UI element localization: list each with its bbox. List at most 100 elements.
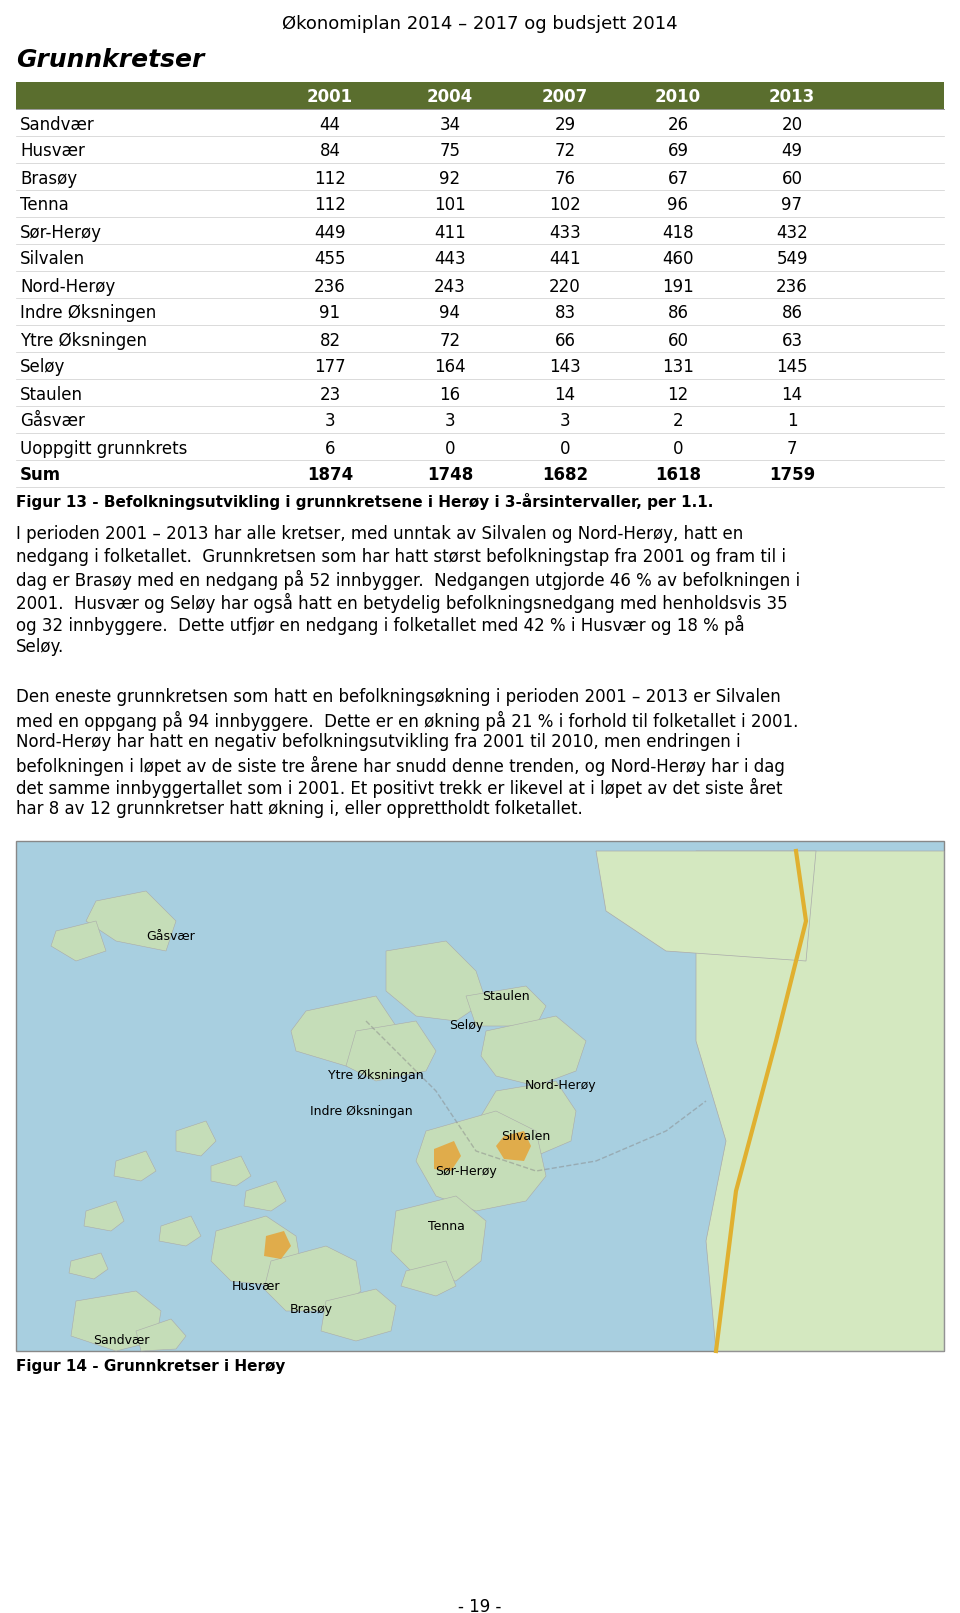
Polygon shape <box>159 1216 201 1245</box>
Polygon shape <box>136 1319 186 1352</box>
Text: 441: 441 <box>549 250 581 268</box>
Text: 1874: 1874 <box>307 466 353 484</box>
Text: 236: 236 <box>314 277 346 295</box>
Text: 86: 86 <box>667 305 688 323</box>
Text: Figur 13 - Befolkningsutvikling i grunnkretsene i Herøy i 3-årsintervaller, per : Figur 13 - Befolkningsutvikling i grunnk… <box>16 494 713 510</box>
Polygon shape <box>176 1121 216 1157</box>
Text: 97: 97 <box>781 197 803 215</box>
Text: 0: 0 <box>444 439 455 458</box>
Text: dag er Brasøy med en nedgang på 52 innbygger.  Nedgangen utgjorde 46 % av befolk: dag er Brasøy med en nedgang på 52 innby… <box>16 569 800 590</box>
Text: 23: 23 <box>320 386 341 403</box>
Polygon shape <box>321 1289 396 1340</box>
Text: 549: 549 <box>777 250 807 268</box>
Text: 2010: 2010 <box>655 89 701 106</box>
Text: 455: 455 <box>314 250 346 268</box>
Polygon shape <box>346 1021 436 1081</box>
Text: 83: 83 <box>555 305 576 323</box>
Text: Indre Øksningan: Indre Øksningan <box>310 1105 412 1118</box>
Text: Seløy.: Seløy. <box>16 637 64 655</box>
Text: 101: 101 <box>434 197 466 215</box>
Text: Tenna: Tenna <box>20 197 69 215</box>
Text: Grunnkretser: Grunnkretser <box>16 48 204 73</box>
Text: 49: 49 <box>781 142 803 161</box>
Text: - 19 -: - 19 - <box>458 1598 502 1613</box>
Polygon shape <box>84 1202 124 1231</box>
Text: 0: 0 <box>673 439 684 458</box>
Text: Gåsvær: Gåsvær <box>20 413 84 431</box>
Text: 0: 0 <box>560 439 570 458</box>
Text: Figur 14 - Grunnkretser i Herøy: Figur 14 - Grunnkretser i Herøy <box>16 1360 285 1374</box>
Text: 12: 12 <box>667 386 688 403</box>
Text: Den eneste grunnkretsen som hatt en befolkningsøkning i perioden 2001 – 2013 er : Den eneste grunnkretsen som hatt en befo… <box>16 689 780 706</box>
Text: Nord-Herøy har hatt en negativ befolkningsutvikling fra 2001 til 2010, men endri: Nord-Herøy har hatt en negativ befolknin… <box>16 732 740 752</box>
Text: 3: 3 <box>560 413 570 431</box>
Text: befolkningen i løpet av de siste tre årene har snudd denne trenden, og Nord-Herø: befolkningen i løpet av de siste tre åre… <box>16 755 785 776</box>
Polygon shape <box>466 986 546 1026</box>
Text: 6: 6 <box>324 439 335 458</box>
Text: 1682: 1682 <box>542 466 588 484</box>
Text: Staulen: Staulen <box>20 386 83 403</box>
Polygon shape <box>114 1152 156 1181</box>
Polygon shape <box>401 1261 456 1295</box>
Text: 243: 243 <box>434 277 466 295</box>
Polygon shape <box>86 890 176 952</box>
Text: Sandvær: Sandvær <box>93 1334 149 1347</box>
Text: 34: 34 <box>440 116 461 134</box>
Text: med en oppgang på 94 innbyggere.  Dette er en økning på 21 % i forhold til folke: med en oppgang på 94 innbyggere. Dette e… <box>16 710 799 731</box>
Text: 1748: 1748 <box>427 466 473 484</box>
Polygon shape <box>416 1111 546 1211</box>
Text: 2004: 2004 <box>427 89 473 106</box>
Text: 92: 92 <box>440 169 461 187</box>
Text: 29: 29 <box>555 116 576 134</box>
Text: 63: 63 <box>781 332 803 350</box>
Text: 164: 164 <box>434 358 466 376</box>
Text: 14: 14 <box>555 386 576 403</box>
Text: 96: 96 <box>667 197 688 215</box>
Text: 60: 60 <box>781 169 803 187</box>
Text: 177: 177 <box>314 358 346 376</box>
Text: 236: 236 <box>776 277 808 295</box>
Text: 2001.  Husvær og Seløy har også hatt en betydelig befolkningsnedgang med henhold: 2001. Husvær og Seløy har også hatt en b… <box>16 592 787 613</box>
Polygon shape <box>386 940 486 1021</box>
Text: 60: 60 <box>667 332 688 350</box>
Text: 94: 94 <box>440 305 461 323</box>
Polygon shape <box>264 1231 291 1260</box>
Text: 66: 66 <box>555 332 575 350</box>
Text: 449: 449 <box>314 224 346 242</box>
Bar <box>16 840 944 1352</box>
Text: Seløy: Seløy <box>449 1019 483 1032</box>
Text: Nord-Herøy: Nord-Herøy <box>20 277 115 295</box>
Text: Husvær: Husvær <box>20 142 84 161</box>
Polygon shape <box>481 1016 586 1086</box>
Text: 145: 145 <box>777 358 807 376</box>
Text: Nord-Herøy: Nord-Herøy <box>525 1079 597 1092</box>
Text: det samme innbyggertallet som i 2001. Et positivt trekk er likevel at i løpet av: det samme innbyggertallet som i 2001. Et… <box>16 777 782 798</box>
Text: 20: 20 <box>781 116 803 134</box>
Text: 2001: 2001 <box>307 89 353 106</box>
Text: 433: 433 <box>549 224 581 242</box>
Text: 191: 191 <box>662 277 694 295</box>
Polygon shape <box>71 1290 161 1352</box>
Bar <box>16 82 944 110</box>
Text: 69: 69 <box>667 142 688 161</box>
Text: Sør-Herøy: Sør-Herøy <box>435 1165 497 1177</box>
Polygon shape <box>51 921 106 961</box>
Polygon shape <box>211 1157 251 1186</box>
Text: 220: 220 <box>549 277 581 295</box>
Text: 2013: 2013 <box>769 89 815 106</box>
Text: 432: 432 <box>776 224 808 242</box>
Polygon shape <box>264 1245 361 1311</box>
Text: 82: 82 <box>320 332 341 350</box>
Text: 91: 91 <box>320 305 341 323</box>
Text: Brasøy: Brasøy <box>290 1303 332 1316</box>
Text: 26: 26 <box>667 116 688 134</box>
Text: og 32 innbyggere.  Dette utfjør en nedgang i folketallet med 42 % i Husvær og 18: og 32 innbyggere. Dette utfjør en nedgan… <box>16 615 745 636</box>
Text: Indre Øksningen: Indre Øksningen <box>20 305 156 323</box>
Text: Staulen: Staulen <box>482 989 530 1003</box>
Text: har 8 av 12 grunnkretser hatt økning i, eller opprettholdt folketallet.: har 8 av 12 grunnkretser hatt økning i, … <box>16 800 583 818</box>
Text: 102: 102 <box>549 197 581 215</box>
Polygon shape <box>391 1195 486 1281</box>
Text: 72: 72 <box>555 142 576 161</box>
Text: Husvær: Husvær <box>231 1279 280 1292</box>
Text: 16: 16 <box>440 386 461 403</box>
